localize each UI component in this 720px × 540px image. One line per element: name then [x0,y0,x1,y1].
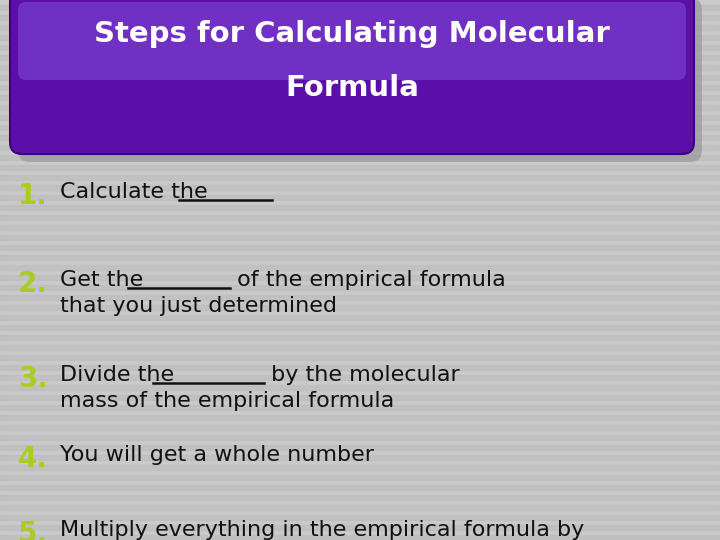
Bar [0,25,720,30]
FancyBboxPatch shape [18,2,686,80]
Bar [0,345,720,350]
Text: that you just determined: that you just determined [60,295,337,315]
FancyBboxPatch shape [18,0,702,162]
Bar [0,215,720,220]
Bar [0,185,720,190]
Bar [0,275,720,280]
Bar [0,95,720,100]
Bar [0,15,720,20]
Bar [0,325,720,330]
Bar [0,75,720,80]
Bar [0,445,720,450]
Text: Formula: Formula [285,74,419,102]
Bar [0,45,720,50]
Text: 3.: 3. [18,365,48,393]
Bar [0,265,720,270]
Bar [0,435,720,440]
Bar [0,5,720,10]
Bar [0,365,720,370]
Bar [0,465,720,470]
Bar [0,145,720,150]
Bar [0,525,720,530]
Text: Multiply everything in the empirical formula by: Multiply everything in the empirical for… [60,520,584,540]
Bar [0,305,720,310]
Bar [0,175,720,180]
Bar [0,385,720,390]
Bar [0,455,720,460]
Bar [0,135,720,140]
Bar [0,245,720,250]
Bar [0,415,720,420]
Text: Divide the: Divide the [60,365,181,385]
Text: 1.: 1. [18,182,48,210]
Text: 5.: 5. [18,520,48,540]
Bar [0,535,720,540]
Bar [0,65,720,70]
Bar [0,205,720,210]
Bar [0,475,720,480]
Text: of the empirical formula: of the empirical formula [230,270,505,290]
Text: 4.: 4. [18,445,48,473]
Bar [0,425,720,430]
Bar [0,155,720,160]
Bar [0,125,720,130]
Bar [0,375,720,380]
Bar [0,115,720,120]
Bar [0,355,720,360]
Bar [0,505,720,510]
FancyBboxPatch shape [10,0,694,154]
Text: Get the: Get the [60,270,150,290]
Bar [0,85,720,90]
Bar [0,235,720,240]
Text: Steps for Calculating Molecular: Steps for Calculating Molecular [94,20,610,48]
Text: 2.: 2. [18,270,48,298]
Text: mass of the empirical formula: mass of the empirical formula [60,390,395,410]
Bar [0,395,720,400]
Bar [0,225,720,230]
Bar [0,335,720,340]
Bar [0,105,720,110]
Bar [0,315,720,320]
Text: by the molecular: by the molecular [264,365,459,385]
Bar [0,295,720,300]
Text: You will get a whole number: You will get a whole number [60,445,374,465]
Bar [0,55,720,60]
Bar [0,285,720,290]
Bar [0,405,720,410]
Bar [0,515,720,520]
Bar [0,165,720,170]
Bar [0,485,720,490]
Bar [0,255,720,260]
Bar [0,195,720,200]
Bar [0,495,720,500]
Text: Calculate the: Calculate the [60,182,215,202]
Bar [0,35,720,40]
